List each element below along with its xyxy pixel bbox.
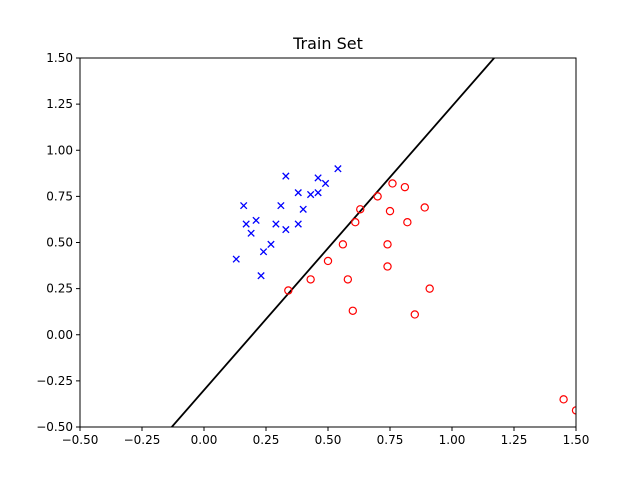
chart-title: Train Set	[292, 34, 363, 53]
data-point-x	[306, 190, 315, 199]
plot-area	[171, 58, 576, 427]
data-point-o	[571, 406, 576, 415]
y-tick-label: −0.25	[36, 374, 73, 388]
data-point-o	[383, 262, 392, 271]
axes-frame	[79, 57, 577, 428]
x-tick-label: −0.25	[124, 433, 161, 447]
y-tick-label: 1.25	[46, 97, 73, 111]
x-tick-label: 1.50	[563, 433, 590, 447]
data-point-o	[403, 218, 412, 227]
y-tick-label: 1.50	[46, 51, 73, 65]
x-axis: −0.50 −0.25 0.00 0.25 0.50 0.75 1.00 1.25 1.50	[62, 427, 590, 447]
data-point-o	[383, 240, 392, 249]
data-point-x	[294, 189, 302, 197]
data-point-o	[356, 205, 365, 214]
x-tick-label: 1.00	[439, 433, 466, 447]
data-point-o	[388, 179, 397, 188]
data-point-x	[272, 220, 280, 228]
x-tick-label: 1.25	[501, 433, 528, 447]
y-tick-label: 0.50	[46, 236, 73, 250]
data-point-x	[282, 172, 290, 180]
data-point-o	[425, 284, 434, 293]
data-point-x	[321, 179, 330, 188]
data-point-o	[351, 218, 360, 227]
x-tick-label: −0.50	[62, 433, 99, 447]
x-tick-label: 0.75	[377, 433, 404, 447]
y-tick-label: −0.50	[36, 420, 73, 434]
data-point-x	[240, 201, 248, 210]
y-tick-label: 1.00	[46, 143, 73, 157]
data-point-x	[314, 174, 322, 182]
data-point-o	[420, 203, 429, 212]
data-point-o	[338, 240, 348, 249]
x-tick-label: 0.00	[191, 433, 218, 447]
decision-boundary-line	[171, 58, 495, 427]
data-point-x	[299, 205, 307, 213]
y-tick-label: 0.25	[46, 282, 73, 296]
data-point-x	[314, 189, 322, 197]
data-point-x	[242, 220, 250, 228]
data-point-x	[334, 165, 342, 173]
data-point-x	[294, 220, 302, 228]
data-point-x	[277, 201, 285, 210]
data-point-x	[247, 229, 255, 237]
data-point-o	[400, 182, 410, 192]
data-point-o	[323, 256, 333, 266]
x-tick-label: 0.25	[253, 433, 280, 447]
data-point-o	[348, 306, 357, 315]
data-point-o	[343, 275, 353, 284]
data-point-x	[259, 248, 268, 256]
data-point-x	[282, 225, 290, 234]
data-point-o	[373, 192, 382, 201]
y-tick-label: 0.75	[46, 189, 73, 203]
x-tick-label: 0.50	[315, 433, 342, 447]
data-point-o	[410, 310, 419, 319]
data-point-x	[252, 216, 260, 225]
data-point-o	[559, 395, 568, 404]
y-tick-label: 0.00	[46, 328, 73, 342]
data-point-o	[284, 286, 293, 295]
data-point-x	[232, 255, 240, 263]
data-point-o	[306, 275, 315, 284]
data-point-x	[257, 272, 265, 280]
data-point-o	[385, 206, 395, 216]
y-axis: −0.50 −0.25 0.00 0.25 0.50 0.75 1.00 1.25 1.50	[36, 51, 80, 434]
data-point-x	[267, 240, 275, 249]
